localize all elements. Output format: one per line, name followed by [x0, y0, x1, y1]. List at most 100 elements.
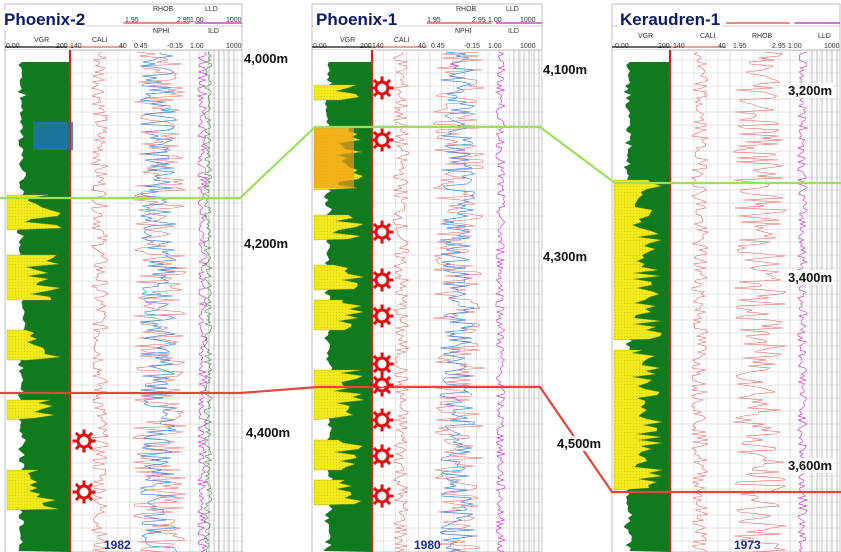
- depth-label-phoenix-2-bottom: 4,400m: [245, 425, 292, 440]
- hdr-p2-lld-min: 1.00: [190, 17, 204, 24]
- hdr-k1-rhob-min: 1.95: [733, 43, 747, 50]
- hdr-p2-cal-max: 40: [119, 43, 127, 50]
- gr-sand-fill: [613, 349, 662, 491]
- red-gear-star-icon: [370, 373, 394, 397]
- hdr-p2-gr-min: 0.00: [6, 43, 20, 50]
- hdr-p2-rhob-max: 2.95: [177, 17, 191, 24]
- red-gear-star-icon: [370, 484, 394, 508]
- lld-curve: [196, 51, 209, 552]
- red-gear-star-icon: [370, 268, 394, 292]
- log-curves: [6, 50, 809, 552]
- depth-label-keraudren-1-top: 3,200m: [787, 83, 834, 98]
- hdr-p2-gr: VGR: [34, 37, 50, 44]
- gr-blue-zone: [33, 122, 73, 150]
- gr-sand-fill: [6, 399, 54, 421]
- hdr-p1-rhob-max: 2.95: [472, 17, 486, 24]
- hdr-p1-cal-max: 40: [418, 43, 426, 50]
- hdr-p2-gr-max: 200: [56, 43, 68, 50]
- hdr-k1-rhob: RHOB: [752, 33, 773, 40]
- hdr-p2-ild-max: 1000: [226, 43, 242, 50]
- hdr-k1-lld-min: 1.00: [788, 43, 802, 50]
- hdr-p1-rhob: RHOB: [456, 6, 477, 13]
- lower-correlation-line: [0, 385, 841, 494]
- red-gear-star-icon: [370, 220, 394, 244]
- hdr-p1-lld-max: 1000: [520, 17, 536, 24]
- hdr-k1-gr: VGR: [638, 33, 654, 40]
- hdr-k1-rhob-max: 2.95: [772, 43, 786, 50]
- gr-sand-fill: [313, 439, 364, 471]
- hdr-p1-ild: ILD: [508, 28, 519, 35]
- hdr-p2-rhob-min: 1.95: [125, 17, 139, 24]
- gr-sand-fill: [313, 369, 365, 421]
- hdr-p1-ild-min: 1.00: [488, 43, 502, 50]
- hdr-k1-gr-max: 200: [658, 43, 670, 50]
- hdr-p1-rhob-min: 1.95: [427, 17, 441, 24]
- nphi-curve: [139, 51, 178, 552]
- red-gear-star-icon: [370, 128, 394, 152]
- depth-label-keraudren-1-bottom: 3,600m: [787, 458, 834, 473]
- gr-sand-fill: [313, 264, 364, 291]
- gr-sand-fill: [6, 254, 61, 301]
- hdr-p2-nphi-max: -0.15: [167, 43, 183, 50]
- lld-curve: [494, 51, 507, 552]
- upper-correlation-line: [0, 125, 841, 200]
- hdr-p2-ild-min: 1.00: [190, 43, 204, 50]
- hdr-p2-ild: ILD: [208, 28, 219, 35]
- caliper-curve: [90, 51, 110, 552]
- hdr-p1-cal-min: 140: [372, 43, 384, 50]
- track-backgrounds: [4, 3, 841, 552]
- caliper-curve: [691, 51, 710, 552]
- depth-label-phoenix-2-mid: 4,200m: [243, 236, 290, 251]
- hdr-p2-nphi-min: 0.45: [134, 43, 148, 50]
- hdr-p1-cal: CALI: [394, 37, 410, 44]
- hdr-p2-cal-min: 140: [70, 43, 82, 50]
- red-gear-star-icon: [72, 480, 96, 504]
- well-title-phoenix-1: Phoenix-1: [314, 10, 400, 30]
- gr-sand-fill: [613, 179, 662, 341]
- red-gear-star-icon: [370, 76, 394, 100]
- red-gear-star-icon: [370, 444, 394, 468]
- hdr-p1-lld: LLD: [506, 6, 519, 13]
- year-keraudren-1: 1973: [734, 538, 761, 552]
- hdr-k1-cal-min: 140: [673, 43, 685, 50]
- ild-curve: [202, 51, 213, 552]
- depth-label-phoenix-1-top: 4,100m: [542, 62, 589, 77]
- gr-sand-fill: [313, 84, 360, 101]
- hdr-p1-gr: VGR: [340, 37, 356, 44]
- red-gear-star-icon: [370, 352, 394, 376]
- gr-sand-fill: [313, 299, 364, 331]
- red-gear-star-icon: [72, 429, 96, 453]
- gr-sand-fill: [313, 479, 362, 506]
- nphi-curve: [439, 51, 476, 552]
- hdr-p1-lld-min: 1.00: [488, 17, 502, 24]
- hdr-p1-gr-min: 0.00: [313, 43, 327, 50]
- hdr-k1-gr-min: 0.00: [615, 43, 629, 50]
- hdr-p2-rhob: RHOB: [153, 6, 174, 13]
- correlation-lines: [0, 125, 841, 494]
- year-phoenix-2: 1982: [104, 538, 131, 552]
- hdr-p1-nphi: NPHI: [455, 28, 472, 35]
- hdr-k1-cal-max: 40: [718, 43, 726, 50]
- hdr-k1-lld: LLD: [818, 33, 831, 40]
- year-phoenix-1: 1980: [414, 538, 441, 552]
- depth-label-phoenix-2-top: 4,000m: [243, 51, 290, 66]
- rhob-curve: [132, 51, 187, 552]
- caliper-curve: [392, 51, 410, 552]
- hdr-p2-lld-max: 1000: [226, 17, 242, 24]
- hdr-k1-cal: CALI: [700, 33, 716, 40]
- gr-shale-fill: [16, 62, 70, 552]
- gr-sand-fill: [6, 329, 60, 361]
- depth-label-keraudren-1-mid: 3,400m: [787, 270, 834, 285]
- well-title-phoenix-2: Phoenix-2: [2, 10, 88, 30]
- hdr-p2-cal: CALI: [92, 37, 108, 44]
- hdr-p2-lld: LLD: [205, 6, 218, 13]
- depth-label-phoenix-1-mid: 4,300m: [542, 249, 589, 264]
- red-gear-star-icon: [370, 408, 394, 432]
- hdr-p1-nphi-min: 0.45: [431, 43, 445, 50]
- gr-sand-fill: [313, 214, 364, 241]
- hdr-k1-lld-max: 1000: [824, 43, 840, 50]
- hdr-p2-nphi: NPHI: [153, 28, 170, 35]
- rhob-curve: [732, 51, 787, 552]
- well-title-keraudren-1: Keraudren-1: [618, 10, 723, 30]
